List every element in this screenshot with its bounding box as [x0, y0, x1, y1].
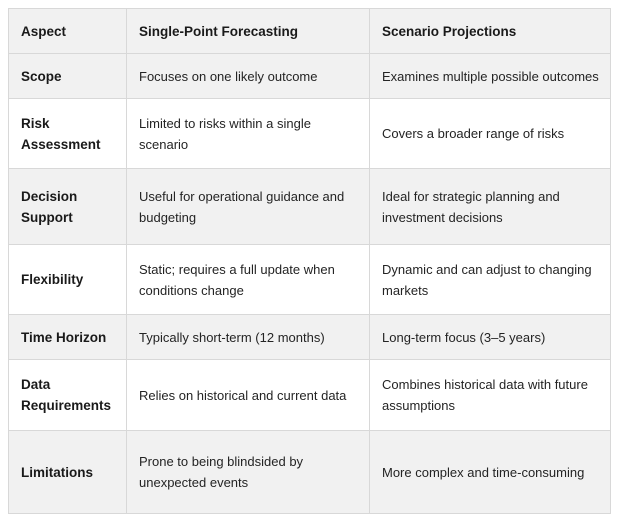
row-label: Scope [8, 53, 127, 99]
row-label: Time Horizon [8, 314, 127, 360]
scenario-cell: Combines historical data with future ass… [369, 359, 611, 431]
table-row-risk-assessment: Risk Assessment Limited to risks within … [8, 98, 611, 169]
col-header-aspect: Aspect [8, 8, 127, 54]
comparison-table: Aspect Single-Point Forecasting Scenario… [8, 8, 611, 514]
scenario-cell: Covers a broader range of risks [369, 98, 611, 169]
row-label: Decision Support [8, 168, 127, 245]
table-row-time-horizon: Time Horizon Typically short-term (12 mo… [8, 314, 611, 360]
single-point-cell: Relies on historical and current data [126, 359, 370, 431]
table-row-scope: Scope Focuses on one likely outcome Exam… [8, 53, 611, 99]
table-row-flexibility: Flexibility Static; requires a full upda… [8, 244, 611, 315]
scenario-cell: Dynamic and can adjust to changing marke… [369, 244, 611, 315]
scenario-cell: Ideal for strategic planning and investm… [369, 168, 611, 245]
row-label: Risk Assessment [8, 98, 127, 169]
scenario-cell: More complex and time-consuming [369, 430, 611, 514]
col-header-scenario-projections: Scenario Projections [369, 8, 611, 54]
row-label: Flexibility [8, 244, 127, 315]
row-label: Data Requirements [8, 359, 127, 431]
table-row-decision-support: Decision Support Useful for operational … [8, 168, 611, 245]
header-row: Aspect Single-Point Forecasting Scenario… [8, 8, 611, 54]
single-point-cell: Limited to risks within a single scenari… [126, 98, 370, 169]
table-row-limitations: Limitations Prone to being blindsided by… [8, 430, 611, 514]
single-point-cell: Typically short-term (12 months) [126, 314, 370, 360]
table-row-data-requirements: Data Requirements Relies on historical a… [8, 359, 611, 431]
col-header-single-point-forecasting: Single-Point Forecasting [126, 8, 370, 54]
single-point-cell: Focuses on one likely outcome [126, 53, 370, 99]
single-point-cell: Static; requires a full update when cond… [126, 244, 370, 315]
scenario-cell: Long-term focus (3–5 years) [369, 314, 611, 360]
single-point-cell: Useful for operational guidance and budg… [126, 168, 370, 245]
row-label: Limitations [8, 430, 127, 514]
scenario-cell: Examines multiple possible outcomes [369, 53, 611, 99]
single-point-cell: Prone to being blindsided by unexpected … [126, 430, 370, 514]
